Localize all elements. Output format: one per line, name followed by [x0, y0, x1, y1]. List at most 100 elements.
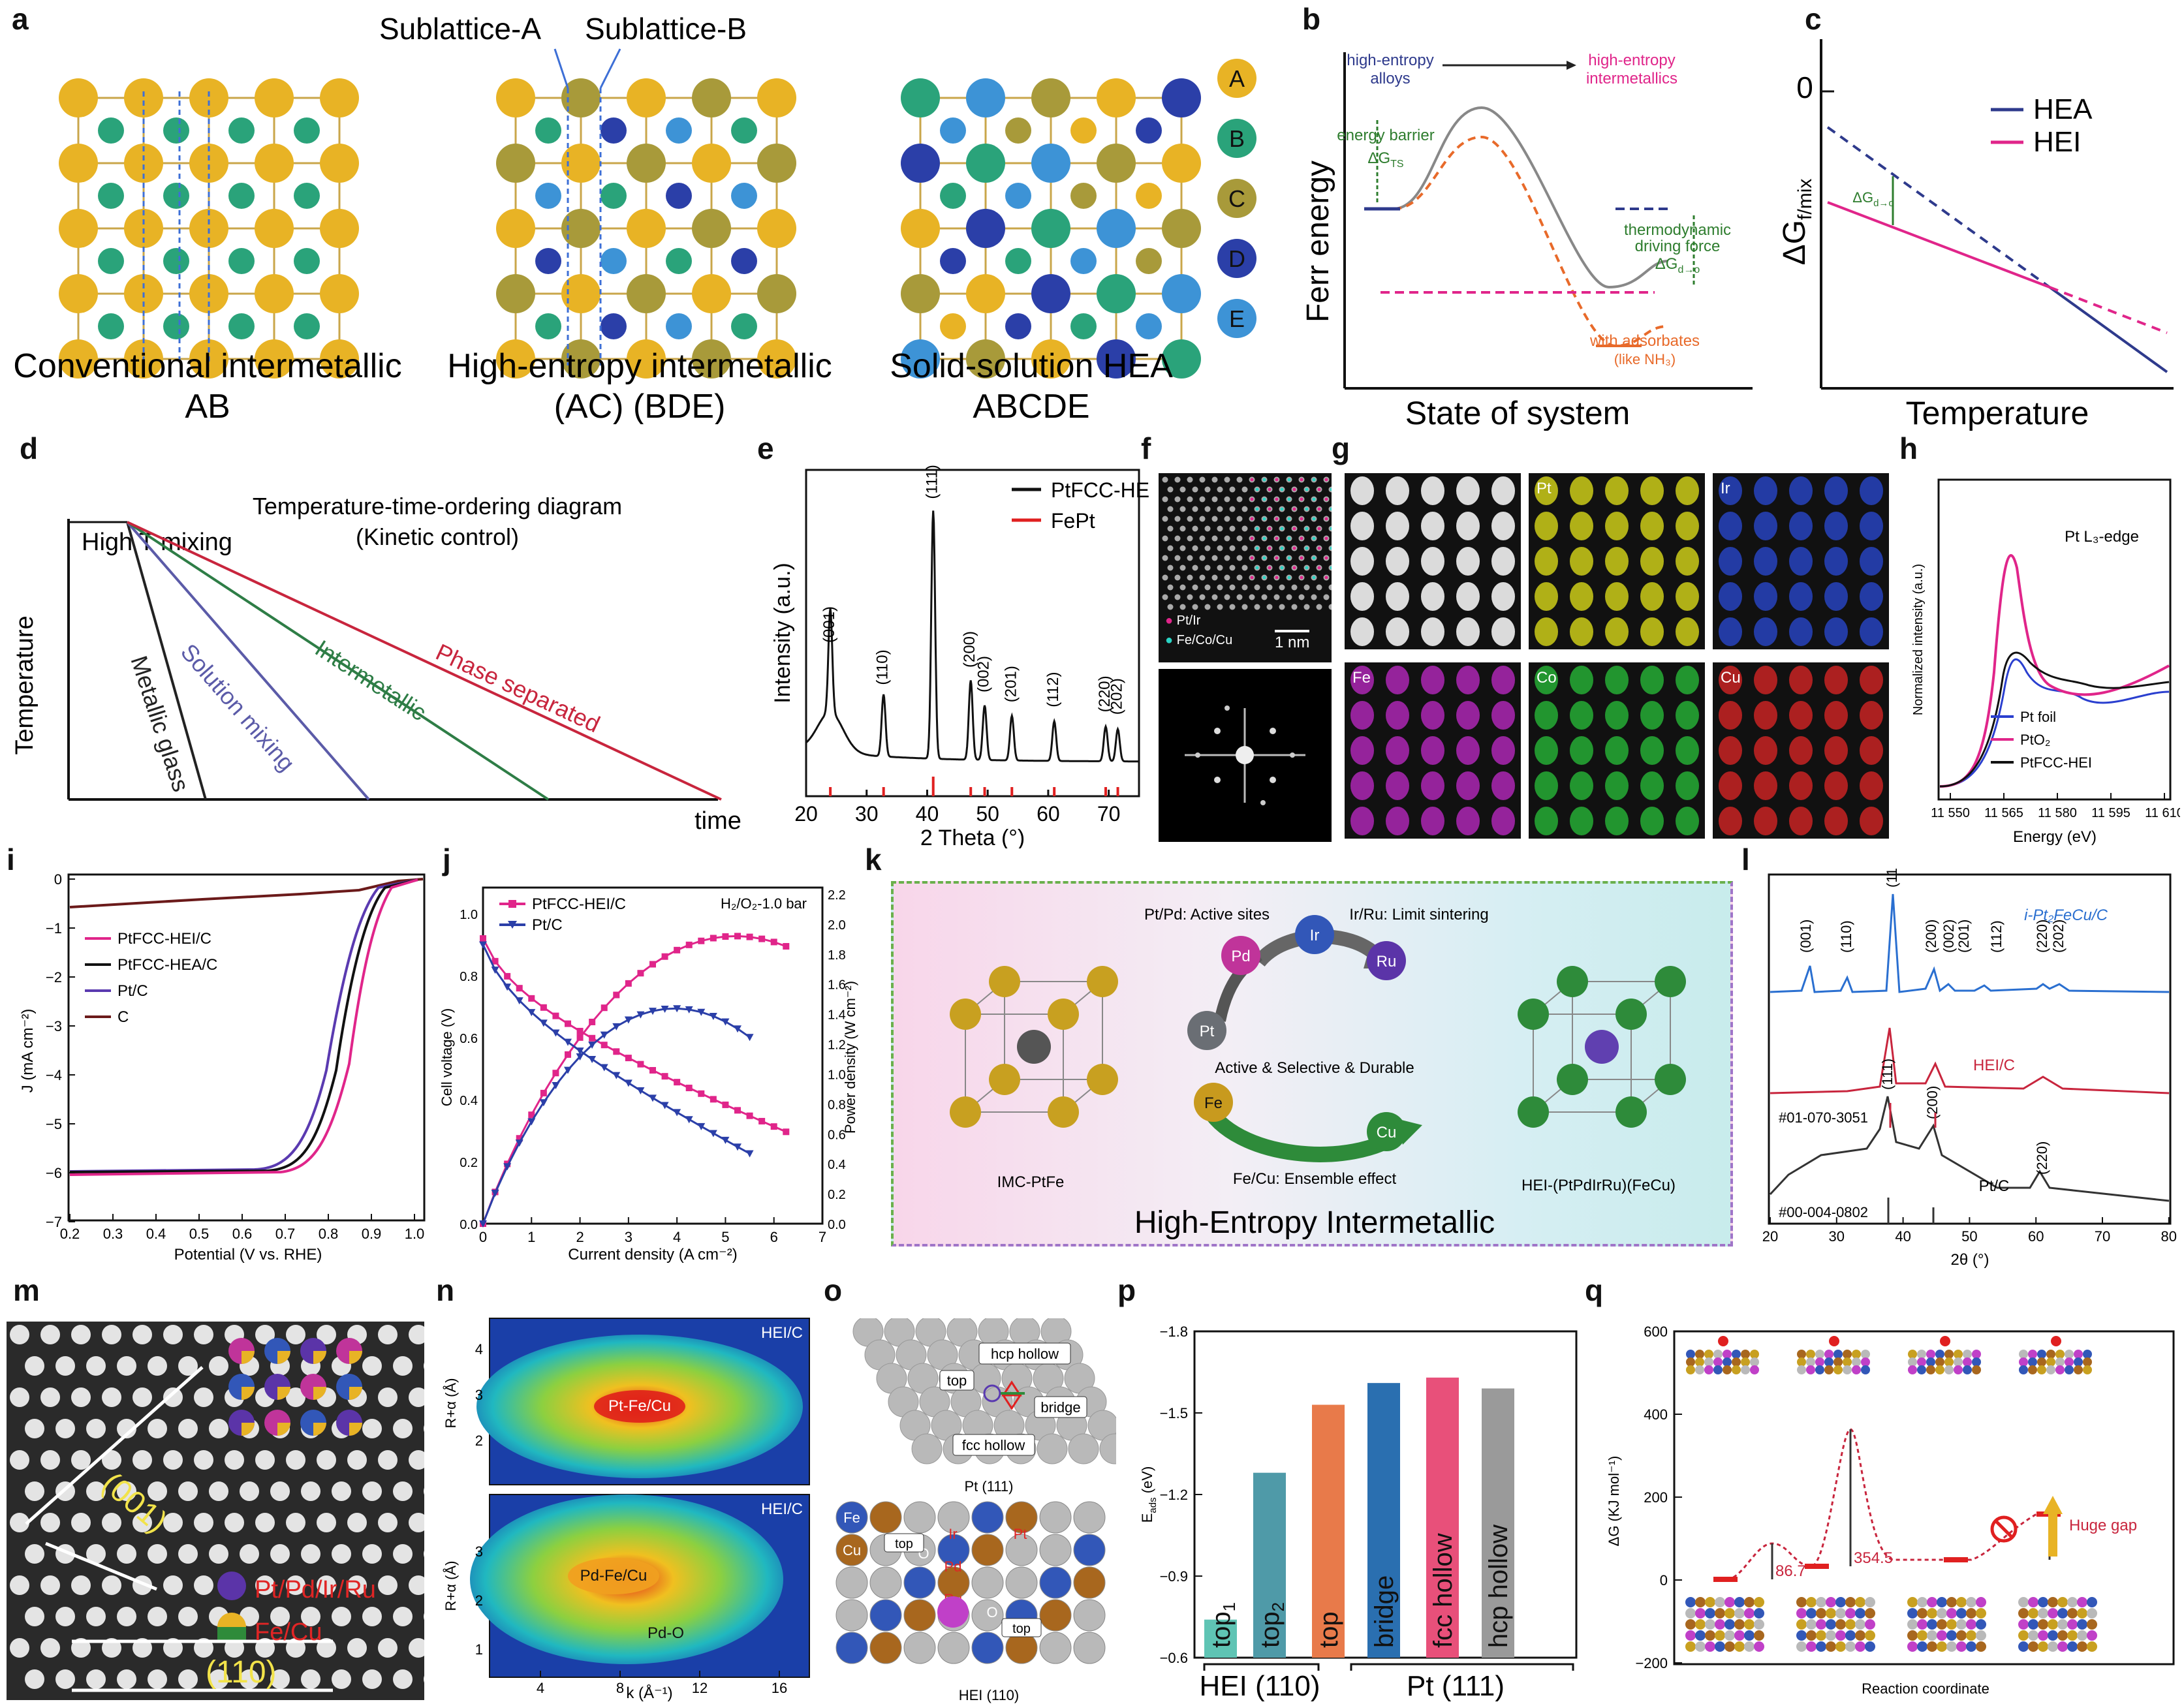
d-ylabel: Temperature: [13, 615, 39, 754]
panel-n-wavelet: Pt-Fe/Cu Pd-Fe/Cu Pd-O HEI/C HEI/C R+α (…: [443, 1318, 810, 1702]
lattice-hea: [901, 78, 1201, 379]
m-atom: [10, 1450, 29, 1470]
f-atom: [1236, 555, 1243, 561]
q-slab-atom-top: [1954, 1365, 1963, 1374]
m-atom: [270, 1544, 290, 1564]
q-slab-atom-bottom: [1927, 1630, 1937, 1641]
o-site-bridge: bridge: [1040, 1399, 1080, 1416]
m-atom: [409, 1450, 424, 1470]
o-hei-atom: [869, 1501, 902, 1534]
q-slab-atom-top: [1750, 1357, 1759, 1367]
q-slab-atom-top: [1926, 1350, 1935, 1359]
q-slab-atom-bottom: [1806, 1641, 1817, 1652]
q-slab-atom-bottom: [2067, 1630, 2078, 1641]
n-ytick-bot: 2: [475, 1592, 483, 1609]
f-atom: [1224, 535, 1230, 542]
q-slab-atom-bottom: [1845, 1630, 1856, 1641]
q-slab-atom-top: [1954, 1350, 1963, 1359]
atom-center: [294, 248, 320, 274]
q-slab-atom-top: [2019, 1357, 2028, 1367]
panel-label-g: g: [1332, 431, 1350, 465]
atom-corner: [59, 274, 98, 313]
m-atom: [378, 1387, 398, 1407]
o-site-fcc: fcc hollow: [962, 1437, 1025, 1453]
panel-label-n: n: [436, 1273, 455, 1307]
i-ytick: −4: [46, 1067, 62, 1083]
m-atom: [286, 1575, 305, 1595]
q-slab-atom-top: [1741, 1350, 1750, 1359]
n-bot-tag: HEI/C: [761, 1500, 803, 1518]
legend-label-C: C: [1228, 185, 1245, 212]
q-slab-atom-bottom: [1927, 1608, 1937, 1619]
atom-corner: [561, 339, 601, 379]
p-bar: [1482, 1388, 1514, 1658]
q-ylabel: ΔG (KJ mol⁻¹): [1606, 1456, 1622, 1547]
m-atom: [209, 1669, 228, 1689]
q-yticks: 600 400 200 0 −200: [1635, 1324, 1682, 1671]
j-ytick-right: 0.2: [828, 1188, 846, 1202]
atom-corner: [189, 144, 228, 183]
i-ytick: −2: [46, 969, 62, 985]
i-ytick: 0: [54, 871, 62, 888]
q-slab-atom-top: [2046, 1357, 2055, 1367]
legend-label-D: D: [1228, 245, 1245, 272]
q-slab-atom-bottom: [1744, 1608, 1755, 1619]
panel-label-c: c: [1805, 2, 1822, 36]
f-atom: [1167, 604, 1174, 610]
atom-corner: [757, 339, 796, 379]
atom-corner: [320, 339, 359, 379]
atom-center: [535, 248, 561, 274]
f-atom: [1273, 594, 1280, 600]
m-atom: [55, 1419, 75, 1438]
q-slab-atom-bottom: [1865, 1630, 1875, 1641]
panel-j-fuelcell-chart: Cell voltage (V) Power density (W cm⁻²) …: [439, 886, 858, 1263]
o-hei-atom: [971, 1632, 1004, 1664]
atom-center: [940, 313, 966, 339]
q-slab-atom-bottom: [2018, 1608, 2029, 1619]
m-atom: [240, 1481, 259, 1501]
panel-a-structures: Sublattice-A Sublattice-B Conventional i…: [13, 12, 1256, 424]
q-slab-atom-bottom: [1724, 1630, 1735, 1641]
i-ytick: −1: [46, 920, 62, 937]
f-atom: [1204, 604, 1211, 610]
atom-corner: [59, 144, 98, 183]
m-atom: [209, 1356, 228, 1376]
q-slab-atom-bottom: [1865, 1641, 1875, 1652]
f-atom: [1217, 525, 1223, 532]
m-atom: [71, 1450, 91, 1470]
q-slab-atom-bottom: [2087, 1608, 2097, 1619]
m-atom: [347, 1450, 367, 1470]
q-slab-atom-top: [1695, 1357, 1704, 1367]
l-peak-label: (110): [1838, 920, 1854, 953]
m-atom: [40, 1575, 60, 1595]
struct2-title: High-entropy intermetallic: [447, 347, 832, 385]
p-yticks: −1.8 −1.5 −1.2 −0.9 −0.6: [1160, 1324, 1202, 1666]
l-curve-2: [1770, 1027, 2170, 1094]
panel-label-d: d: [20, 431, 39, 465]
o-pt-atom: [1099, 1433, 1116, 1464]
q-slab-atom-bottom: [1695, 1597, 1706, 1607]
atom-corner: [1097, 209, 1136, 248]
atom-center: [666, 313, 692, 339]
e-ylabel: Intensity (a.u.): [770, 563, 795, 703]
atom-corner: [757, 209, 796, 248]
q-slab-atom-bottom: [1917, 1641, 1927, 1652]
atom-corner: [561, 144, 601, 183]
q-slab-atom-bottom: [1845, 1619, 1856, 1630]
legend-label-E: E: [1229, 305, 1245, 332]
m-atom: [40, 1450, 60, 1470]
g-map-fe: Fe: [1345, 662, 1521, 839]
q-slab-atom-bottom: [2077, 1630, 2087, 1641]
q-slab-atom-bottom: [1956, 1630, 1967, 1641]
m-atom: [86, 1607, 106, 1626]
legend-atom-D: [1217, 239, 1256, 278]
q-barrier-2: 354.5: [1854, 1549, 1893, 1567]
f-atom: [1187, 574, 1193, 581]
f-atom: [1167, 525, 1174, 532]
atom-corner: [255, 78, 294, 117]
q-slab-atom-top: [1750, 1350, 1759, 1359]
legend-label-A: A: [1229, 65, 1245, 92]
panel-q-energy-profile: ΔG (KJ mol⁻¹) Reaction coordinate 600 400…: [1606, 1324, 2175, 1697]
f-atom: [1179, 506, 1186, 512]
o-hei-atom: [1073, 1599, 1106, 1632]
